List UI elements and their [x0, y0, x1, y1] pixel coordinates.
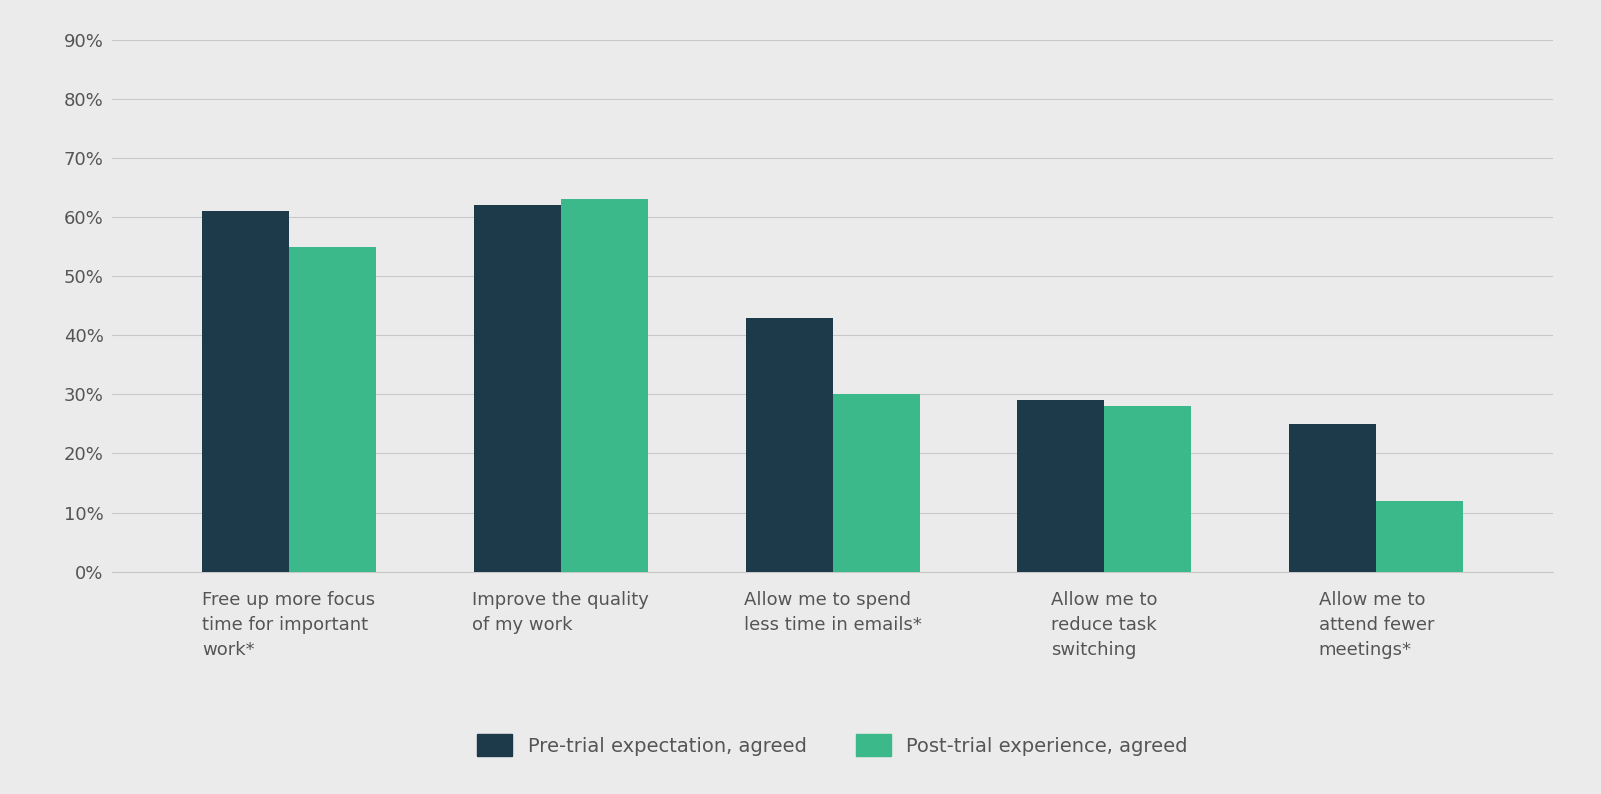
Bar [833, 395, 919, 572]
Bar [746, 318, 833, 572]
Bar [560, 199, 648, 572]
Bar [1289, 424, 1377, 572]
Bar [288, 247, 376, 572]
Bar [1105, 407, 1191, 572]
Legend: Pre-trial expectation, agreed, Post-trial experience, agreed: Pre-trial expectation, agreed, Post-tria… [469, 726, 1196, 764]
Bar [1017, 400, 1105, 572]
Bar [1377, 501, 1463, 572]
Bar [474, 205, 560, 572]
Bar [202, 211, 288, 572]
